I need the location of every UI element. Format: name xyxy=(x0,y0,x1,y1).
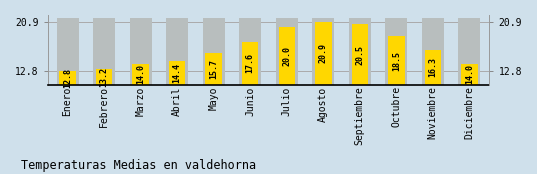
Bar xyxy=(242,42,258,85)
Bar xyxy=(60,71,76,85)
Text: 13.2: 13.2 xyxy=(100,67,108,87)
Text: 18.5: 18.5 xyxy=(392,51,401,71)
Bar xyxy=(386,18,407,85)
Text: 14.0: 14.0 xyxy=(465,64,474,84)
Bar xyxy=(349,18,371,85)
Bar xyxy=(352,24,368,85)
Bar xyxy=(388,36,404,85)
Text: 20.5: 20.5 xyxy=(355,45,364,65)
Bar xyxy=(96,69,112,85)
Bar xyxy=(315,22,331,85)
Bar xyxy=(459,18,480,85)
Bar xyxy=(206,53,222,85)
Text: 15.7: 15.7 xyxy=(209,59,218,79)
Text: 16.3: 16.3 xyxy=(429,57,437,77)
Bar xyxy=(169,61,185,85)
Text: 14.4: 14.4 xyxy=(173,63,182,83)
Bar xyxy=(276,18,297,85)
Bar xyxy=(130,18,151,85)
Bar xyxy=(240,18,261,85)
Text: 14.0: 14.0 xyxy=(136,64,145,84)
Bar xyxy=(425,50,441,85)
Text: 12.8: 12.8 xyxy=(63,68,72,88)
Bar xyxy=(57,18,78,85)
Text: 20.9: 20.9 xyxy=(319,43,328,63)
Bar xyxy=(422,18,444,85)
Text: 20.0: 20.0 xyxy=(282,46,291,66)
Bar xyxy=(461,64,477,85)
Text: 17.6: 17.6 xyxy=(246,53,255,73)
Text: Temperaturas Medias en valdehorna: Temperaturas Medias en valdehorna xyxy=(21,159,257,172)
Bar xyxy=(203,18,224,85)
Bar xyxy=(133,64,149,85)
Bar xyxy=(313,18,334,85)
Bar xyxy=(279,27,295,85)
Bar xyxy=(166,18,188,85)
Bar xyxy=(93,18,115,85)
